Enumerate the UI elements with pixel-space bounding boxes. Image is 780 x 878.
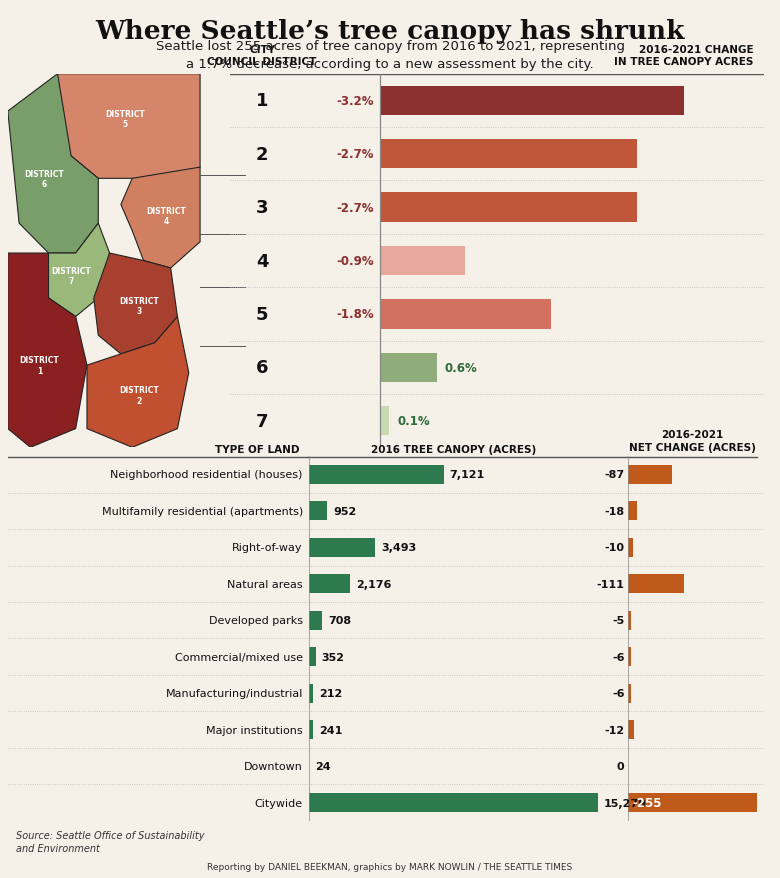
Text: Seattle lost 255 acres of tree canopy from 2016 to 2021, representing
a 1.7% dec: Seattle lost 255 acres of tree canopy fr…	[155, 40, 625, 70]
Text: 241: 241	[320, 725, 343, 735]
Text: -10: -10	[604, 543, 625, 552]
Text: Where Seattle’s tree canopy has shrunk: Where Seattle’s tree canopy has shrunk	[95, 19, 685, 44]
Text: 2,176: 2,176	[356, 579, 392, 589]
FancyBboxPatch shape	[628, 684, 631, 703]
Text: Neighborhood residential (houses): Neighborhood residential (houses)	[111, 470, 303, 479]
Text: -87: -87	[604, 470, 625, 479]
FancyBboxPatch shape	[628, 647, 631, 666]
Text: TYPE OF LAND: TYPE OF LAND	[215, 445, 299, 455]
Text: -0.9%: -0.9%	[337, 255, 374, 268]
Text: -5: -5	[612, 615, 625, 625]
FancyBboxPatch shape	[309, 538, 375, 558]
Text: 212: 212	[319, 688, 342, 698]
FancyBboxPatch shape	[309, 684, 313, 703]
Text: Citywide: Citywide	[255, 798, 303, 808]
Text: -1.8%: -1.8%	[337, 308, 374, 321]
FancyBboxPatch shape	[309, 793, 598, 812]
Text: 0: 0	[617, 761, 625, 771]
Text: Major institutions: Major institutions	[206, 725, 303, 735]
Text: CITY
COUNCIL DISTRICT: CITY COUNCIL DISTRICT	[207, 45, 317, 67]
Text: 4: 4	[256, 252, 268, 270]
Text: 3: 3	[256, 199, 268, 217]
Polygon shape	[30, 224, 109, 317]
Text: Reporting by DANIEL BEEKMAN, graphics by MARK NOWLIN / THE SEATTLE TIMES: Reporting by DANIEL BEEKMAN, graphics by…	[207, 862, 573, 871]
Text: -6: -6	[612, 652, 625, 662]
Text: 2: 2	[256, 146, 268, 163]
FancyBboxPatch shape	[380, 300, 551, 329]
Text: -6: -6	[612, 688, 625, 698]
Polygon shape	[8, 254, 87, 448]
Polygon shape	[94, 254, 177, 355]
FancyBboxPatch shape	[380, 87, 684, 116]
Text: 24: 24	[315, 761, 331, 771]
FancyBboxPatch shape	[309, 611, 322, 630]
Text: 1: 1	[256, 92, 268, 111]
FancyBboxPatch shape	[628, 793, 757, 812]
Text: -18: -18	[604, 507, 625, 516]
Text: -12: -12	[604, 725, 625, 735]
Text: 7,121: 7,121	[450, 470, 485, 479]
FancyBboxPatch shape	[628, 574, 684, 594]
Text: 2016-2021
NET CHANGE (ACRES): 2016-2021 NET CHANGE (ACRES)	[629, 430, 756, 452]
Text: DISTRICT
6: DISTRICT 6	[24, 169, 64, 189]
Polygon shape	[8, 75, 98, 254]
Text: DISTRICT
5: DISTRICT 5	[105, 110, 145, 129]
Text: Multifamily residential (apartments): Multifamily residential (apartments)	[101, 507, 303, 516]
FancyBboxPatch shape	[380, 140, 636, 169]
FancyBboxPatch shape	[309, 501, 327, 521]
FancyBboxPatch shape	[309, 720, 314, 739]
FancyBboxPatch shape	[628, 465, 672, 485]
Polygon shape	[121, 168, 200, 269]
Text: 0.1%: 0.1%	[397, 414, 430, 428]
Text: Source: Seattle Office of Sustainability
and Environment: Source: Seattle Office of Sustainability…	[16, 830, 204, 853]
FancyBboxPatch shape	[628, 538, 633, 558]
FancyBboxPatch shape	[380, 407, 389, 435]
Text: 3,493: 3,493	[381, 543, 417, 552]
Text: 2016-2021 CHANGE
IN TREE CANOPY ACRES: 2016-2021 CHANGE IN TREE CANOPY ACRES	[615, 45, 753, 67]
FancyBboxPatch shape	[628, 611, 631, 630]
FancyBboxPatch shape	[309, 574, 350, 594]
Text: 7: 7	[256, 412, 268, 430]
Text: DISTRICT
4: DISTRICT 4	[147, 206, 186, 227]
FancyBboxPatch shape	[628, 501, 637, 521]
Text: Commercial/mixed use: Commercial/mixed use	[175, 652, 303, 662]
FancyBboxPatch shape	[380, 193, 636, 222]
Text: 352: 352	[321, 652, 345, 662]
Text: -111: -111	[597, 579, 625, 589]
Text: Natural areas: Natural areas	[227, 579, 303, 589]
FancyBboxPatch shape	[380, 247, 466, 276]
Text: Downtown: Downtown	[244, 761, 303, 771]
Text: 5: 5	[256, 306, 268, 323]
Text: 15,279: 15,279	[604, 798, 647, 808]
Text: DISTRICT
7: DISTRICT 7	[51, 266, 91, 286]
Text: Developed parks: Developed parks	[209, 615, 303, 625]
Text: DISTRICT
3: DISTRICT 3	[119, 296, 159, 316]
Text: -2.7%: -2.7%	[337, 201, 374, 214]
FancyBboxPatch shape	[628, 720, 634, 739]
Text: 952: 952	[333, 507, 356, 516]
FancyBboxPatch shape	[380, 353, 437, 383]
Text: DISTRICT
2: DISTRICT 2	[119, 385, 159, 406]
Text: Manufacturing/industrial: Manufacturing/industrial	[165, 688, 303, 698]
Text: DISTRICT
1: DISTRICT 1	[20, 356, 59, 376]
Text: Right-of-way: Right-of-way	[232, 543, 303, 552]
Text: 2016 TREE CANOPY (ACRES): 2016 TREE CANOPY (ACRES)	[370, 445, 536, 455]
Text: 6: 6	[256, 359, 268, 377]
Polygon shape	[48, 75, 200, 194]
Text: -255: -255	[632, 796, 661, 810]
FancyBboxPatch shape	[309, 647, 316, 666]
Text: 0.6%: 0.6%	[445, 362, 477, 374]
FancyBboxPatch shape	[309, 465, 444, 485]
Text: -2.7%: -2.7%	[337, 148, 374, 161]
Text: -3.2%: -3.2%	[337, 95, 374, 108]
Text: 708: 708	[328, 615, 352, 625]
Polygon shape	[87, 317, 189, 448]
